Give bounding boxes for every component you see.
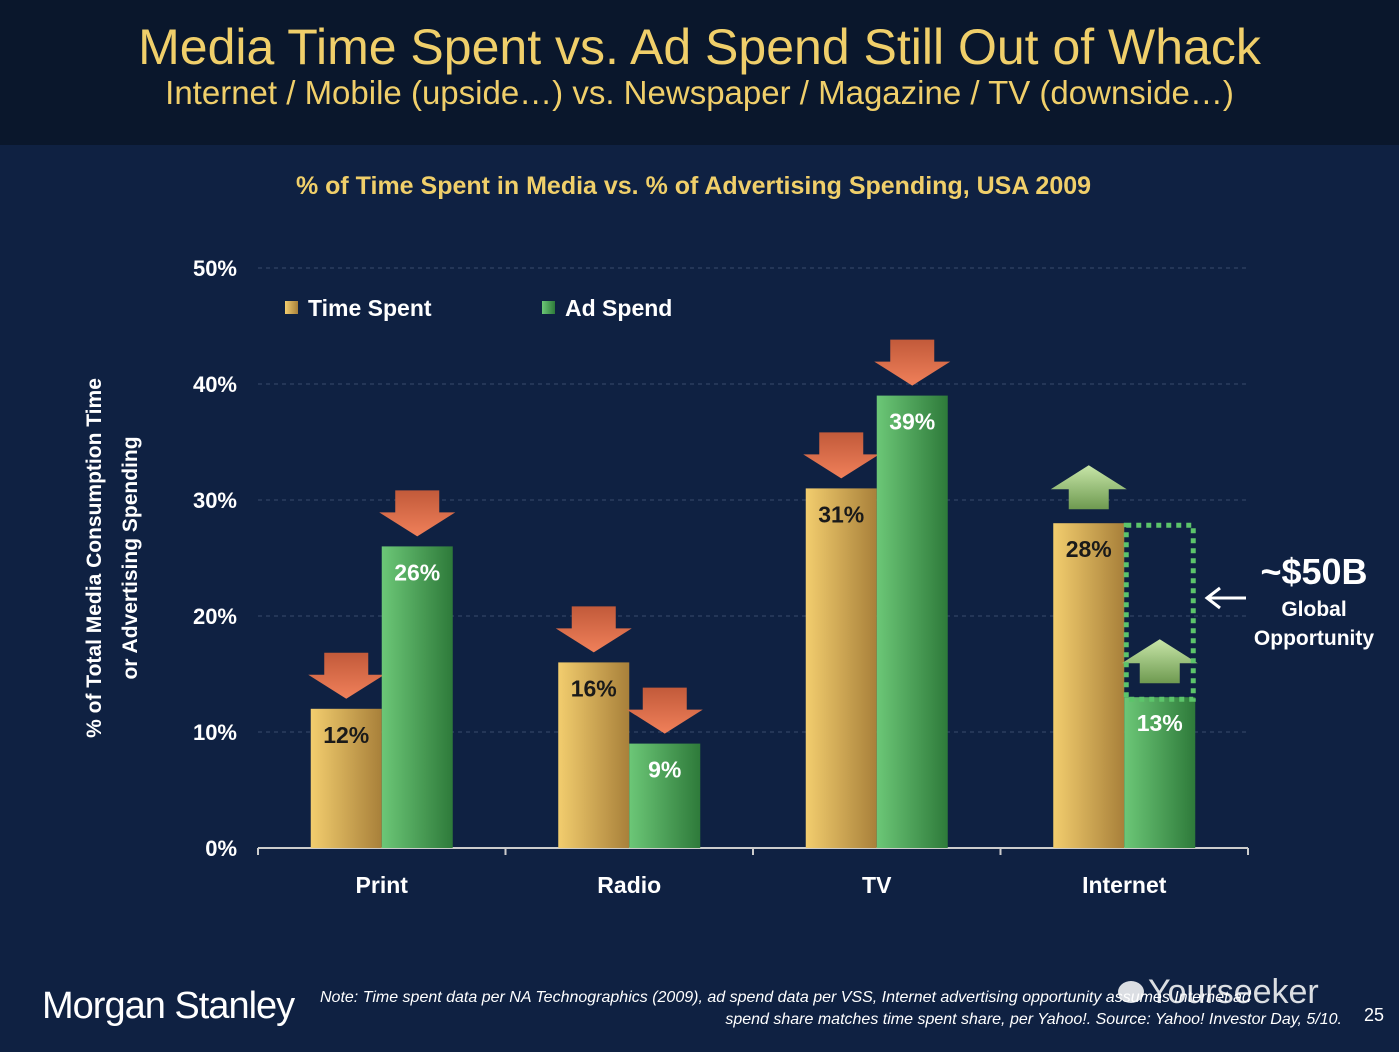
annotation-line1: Global: [1281, 598, 1346, 621]
data-label: 16%: [571, 675, 617, 701]
y-tick-label: 40%: [193, 372, 237, 397]
data-label: 26%: [394, 559, 440, 585]
bar-time-spent-tv: [805, 488, 877, 848]
x-tick-label: Internet: [1082, 872, 1167, 898]
down-arrow-icon: [626, 687, 703, 734]
up-arrow-icon: [1050, 465, 1127, 510]
x-tick-label: TV: [862, 872, 892, 898]
wechat-icon: [1118, 981, 1144, 1003]
data-label: 39%: [889, 409, 935, 435]
bar-time-spent-radio: [558, 662, 630, 848]
y-tick-label: 10%: [193, 720, 237, 745]
up-arrow-icon: [1121, 639, 1198, 684]
legend-label-time-spent: Time Spent: [308, 295, 432, 321]
y-tick-label: 30%: [193, 488, 237, 513]
y-axis-label-line2: or Advertising Spending: [119, 436, 142, 679]
bar-ad-spend-print: [381, 546, 453, 848]
bar-time-spent-print: [310, 708, 382, 848]
annotation-line2: Opportunity: [1254, 627, 1374, 650]
watermark: Yourseeker: [1118, 973, 1319, 1012]
data-label: 31%: [818, 501, 864, 527]
y-tick-label: 20%: [193, 604, 237, 629]
bar-ad-spend-internet: [1124, 697, 1196, 848]
footnote-line2: spend share matches time spent share, pe…: [725, 1011, 1342, 1028]
slide-title: Media Time Spent vs. Ad Spend Still Out …: [138, 19, 1261, 75]
data-label: 9%: [648, 757, 681, 783]
slide-subtitle: Internet / Mobile (upside…) vs. Newspape…: [165, 74, 1234, 111]
y-tick-label: 0%: [205, 836, 237, 861]
footnote-line1: Note: Time spent data per NA Technograph…: [320, 989, 1251, 1006]
y-tick-label: 50%: [193, 256, 237, 281]
bar-ad-spend-radio: [629, 743, 701, 848]
x-tick-label: Print: [356, 872, 409, 898]
page-number: 25: [1364, 1005, 1385, 1025]
opportunity-gap-box: [1123, 522, 1196, 702]
down-arrow-icon: [379, 490, 456, 537]
y-axis-label-line1: % of Total Media Consumption Time: [83, 378, 106, 738]
legend-swatch-time-spent: [285, 301, 298, 314]
data-label: 13%: [1137, 710, 1183, 736]
bar-time-spent-internet: [1053, 523, 1125, 848]
annotation-amount: ~$50B: [1260, 551, 1367, 592]
header-band: Media Time Spent vs. Ad Spend Still Out …: [0, 0, 1399, 145]
down-arrow-icon: [874, 339, 951, 386]
legend-label-ad-spend: Ad Spend: [565, 295, 672, 321]
down-arrow-icon: [803, 432, 880, 479]
down-arrow-icon: [308, 652, 385, 699]
watermark-text: Yourseeker: [1148, 973, 1319, 1011]
data-label: 28%: [1066, 536, 1112, 562]
x-tick-label: Radio: [597, 872, 661, 898]
morgan-stanley-logo: Morgan Stanley: [42, 985, 295, 1027]
left-arrow-icon: [1204, 586, 1246, 610]
legend-swatch-ad-spend: [542, 301, 555, 314]
down-arrow-icon: [555, 606, 632, 653]
chart-title: % of Time Spent in Media vs. % of Advert…: [295, 172, 1092, 200]
data-label: 12%: [323, 722, 369, 748]
footnote: Note: Time spent data per NA Technograph…: [320, 987, 1342, 1031]
bar-ad-spend-tv: [876, 395, 948, 848]
